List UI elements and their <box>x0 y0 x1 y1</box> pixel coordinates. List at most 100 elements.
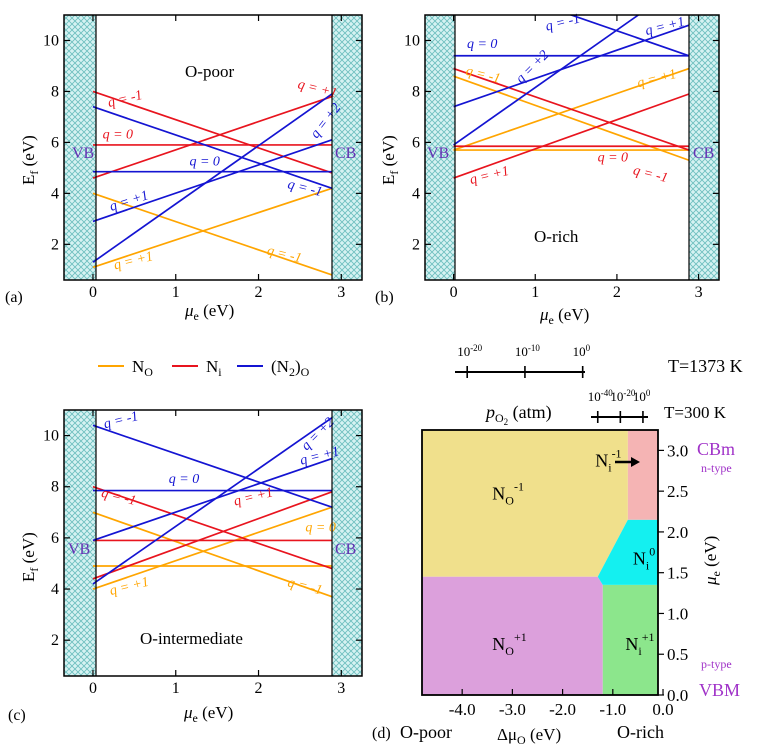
series-layer-c <box>92 416 333 598</box>
y-axis-label: Ef (eV) <box>19 532 41 582</box>
legend-label-n-i: Ni <box>206 357 222 379</box>
plot-frame <box>424 14 720 281</box>
line-label: q = -1 <box>265 243 303 266</box>
line-label: q = +1 <box>108 575 150 599</box>
valence-band-region <box>64 410 96 676</box>
pressure-tick-label: 100 <box>573 343 591 359</box>
y-axis-label: Ef (eV) <box>19 135 41 185</box>
panel-d: -4.0 -3.0 -2.0 -1.0 0.00.0 0.5 1.0 1.5 2.0 2.5 3.0… <box>372 343 743 747</box>
panel-b: q = 0 q = -1 q = +1 q = +2 q = -1 q = +1 q = 0… <box>375 12 720 327</box>
series-line <box>92 95 333 179</box>
y-tick-label: 6 <box>412 134 420 151</box>
series-line <box>92 491 333 580</box>
x-axis-label: ΔμO (eV) <box>497 725 561 747</box>
vb-label: VB <box>427 145 449 162</box>
x-tick-label: -2.0 <box>549 700 576 719</box>
p-type-label: p-type <box>701 657 732 671</box>
vbm-label: VBM <box>699 680 740 700</box>
series-line <box>92 424 333 508</box>
y-tick-label: 2 <box>51 236 59 253</box>
phase-regions <box>422 430 658 695</box>
y-tick-label: 1.0 <box>667 604 688 623</box>
pressure-scale-1373k: 10-20 10-10 100 <box>455 343 591 378</box>
region-label: Ni+1 <box>625 630 654 658</box>
x-tick-label: 2 <box>255 680 263 697</box>
x-tick-label: 1 <box>172 680 180 697</box>
y-tick-label: 0.5 <box>667 645 688 664</box>
x-tick-label: 0 <box>450 284 458 301</box>
plot-frame <box>63 14 363 281</box>
x-axis-label: μe (eV) <box>539 305 589 327</box>
line-label: q = +1 <box>468 164 510 188</box>
region-n-o-1 <box>422 430 628 577</box>
series-layer-a <box>92 90 333 276</box>
y-tick-label: 4 <box>51 185 59 202</box>
o-rich-label: O-rich <box>617 722 664 742</box>
y-tick-label: 8 <box>51 479 59 496</box>
series-line <box>92 90 333 174</box>
line-label: q = -1 <box>286 575 324 598</box>
x-tick-label: 3 <box>337 284 345 301</box>
x-tick-label: 0 <box>89 284 97 301</box>
ticks-c: 0 1 2 3 2 4 6 8 10 <box>43 410 362 697</box>
x-tick-label: -1.0 <box>599 700 626 719</box>
ticks-a: 0 1 2 3 2 4 6 8 10 <box>43 15 362 301</box>
line-label: q = 0 <box>169 472 199 487</box>
cbm-label: CBm <box>697 439 735 459</box>
panel-c: q = -1q = 0q = +2q = +1q = -1 q = +1q = 0… <box>8 409 363 725</box>
series-line <box>92 187 333 269</box>
line-label: q = +1 <box>636 67 678 91</box>
condition-label: O-intermediate <box>140 629 243 648</box>
line-label: q = -1 <box>632 163 670 186</box>
x-tick-label: 2 <box>613 284 621 301</box>
series-line <box>453 93 690 179</box>
region-n-i-1 <box>627 430 658 520</box>
y-tick-label: 2.0 <box>667 523 688 542</box>
legend-label-n2-o: (N2)O <box>271 357 310 379</box>
series-line <box>92 93 333 263</box>
condition-label: O-poor <box>185 62 234 81</box>
cb-label: CB <box>335 541 356 558</box>
vb-label: VB <box>68 541 90 558</box>
series-line <box>92 485 333 570</box>
panel-a: q = -1q = 0q = +1q = +2q = 0q = -1q = +1… <box>5 14 363 323</box>
pressure-tick-label: 10-20 <box>457 343 482 359</box>
x-tick-label: 3 <box>337 680 345 697</box>
pressure-tick-label: 10-10 <box>515 343 540 359</box>
ticks-d: -4.0 -3.0 -2.0 -1.0 0.00.0 0.5 1.0 1.5 2.0 2.5 3.0 <box>449 441 689 719</box>
vb-label: VB <box>72 145 94 162</box>
y-tick-label: 8 <box>412 83 420 100</box>
y-tick-label: 2 <box>51 632 59 649</box>
y-axis-label: μe (eV) <box>701 536 723 586</box>
series-layer-b <box>453 15 690 179</box>
conduction-band-region <box>332 410 362 676</box>
x-tick-label: -4.0 <box>449 700 476 719</box>
series-line <box>92 139 333 223</box>
region-n-i-1 <box>602 584 658 695</box>
n-type-label: n-type <box>701 461 732 475</box>
x-tick-label: 0 <box>89 680 97 697</box>
line-label: q = -1 <box>100 486 138 509</box>
line-label: q = -1 <box>464 64 502 87</box>
y-tick-label: 4 <box>51 581 59 598</box>
cb-label: CB <box>693 145 714 162</box>
y-tick-label: 6 <box>51 134 59 151</box>
pressure-tick-label: 100 <box>633 388 651 404</box>
temperature-300-label: T=300 K <box>664 403 727 422</box>
region-label: Ni0 <box>633 545 655 573</box>
transition-arrow <box>615 457 640 467</box>
y-tick-label: 1.5 <box>667 564 688 583</box>
conduction-band-region <box>332 15 362 280</box>
x-tick-label: -3.0 <box>499 700 526 719</box>
line-labels-c: q = -1q = 0q = +2q = +1q = -1 q = +1q = 0… <box>100 409 341 599</box>
region-label: Ni-1 <box>595 447 621 475</box>
y-tick-label: 8 <box>51 83 59 100</box>
x-axis-label: μe (eV) <box>184 301 234 323</box>
y-tick-label: 2 <box>412 236 420 253</box>
valence-band-region <box>64 15 96 280</box>
series-line <box>92 105 333 190</box>
line-label: q = -1 <box>102 409 140 432</box>
y-tick-label: 10 <box>43 32 59 49</box>
plot-frame <box>421 429 659 696</box>
panel-label: (d) <box>372 725 391 742</box>
